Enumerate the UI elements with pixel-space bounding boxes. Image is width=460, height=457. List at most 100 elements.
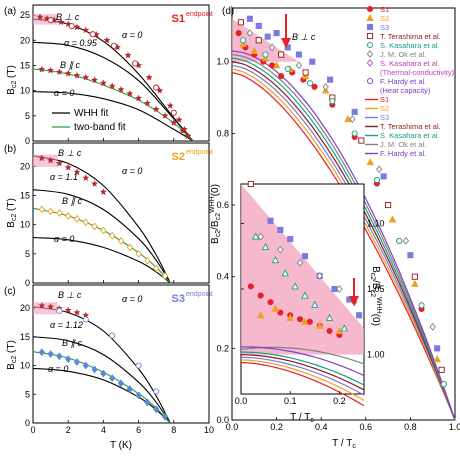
data-point	[257, 232, 264, 241]
data-point	[56, 352, 63, 361]
data-point	[315, 321, 324, 329]
x-tick-label: 6	[136, 425, 141, 435]
fit-curve-2	[32, 91, 194, 142]
panel-a-ann-perp: B ⊥ c	[56, 12, 80, 22]
legend-whh: WHH fit	[74, 108, 109, 119]
data-point	[91, 222, 98, 231]
data-point	[124, 51, 132, 59]
legend-label: J. M. Ok et al.	[380, 50, 426, 59]
panel-c-endpoint: endpoint	[186, 291, 213, 298]
data-point	[322, 82, 329, 91]
data-point	[47, 350, 54, 358]
data-point	[385, 201, 392, 209]
data-point	[255, 37, 262, 44]
y-tick-label: 20	[20, 303, 30, 313]
panel-d-arrow	[281, 14, 291, 48]
data-point	[380, 173, 387, 180]
data-point	[246, 15, 253, 22]
pink-region	[33, 302, 58, 315]
data-point	[38, 348, 45, 357]
panel-c-ann-par: B ∥ c	[62, 338, 83, 348]
panel-b-ann-alpha11: α = 1.1	[50, 172, 78, 182]
legend-label: S2	[380, 104, 389, 113]
panel-b-ann-alpha0-top: α = 0	[122, 166, 142, 176]
data-point	[286, 313, 294, 321]
data-point	[145, 73, 153, 81]
data-point	[311, 83, 318, 90]
data-point	[91, 365, 98, 374]
legend-marker	[366, 59, 374, 67]
legend-label: S3	[380, 23, 389, 32]
legend-label: J. M. Ok et al.	[380, 140, 426, 149]
data-point	[161, 272, 169, 280]
panel-a-ylabel: Bc2 (T)	[6, 65, 18, 95]
x-tick-label: 1.0	[449, 422, 460, 432]
inset-ylabel: Bc2/Bc2WHH(0)	[369, 266, 382, 326]
x-tick-label: 0.2	[270, 422, 283, 432]
panel-a-ann-alpha095: α = 0.95	[64, 38, 98, 48]
y-tick-label: 0.4	[216, 272, 229, 282]
data-point	[73, 308, 81, 316]
data-point	[247, 283, 254, 290]
data-point	[126, 89, 134, 97]
legend-label: F. Hardy et al.	[380, 149, 426, 158]
data-point	[91, 180, 99, 187]
panel-b-frame	[32, 142, 210, 284]
y-tick-label: 25	[20, 10, 30, 20]
data-point	[261, 54, 270, 62]
data-point	[301, 72, 310, 80]
data-point	[272, 61, 281, 69]
data-point	[250, 46, 259, 55]
data-point	[326, 327, 333, 335]
data-point	[273, 30, 280, 37]
two-band-curve-3	[231, 61, 456, 421]
data-point	[349, 115, 356, 123]
data-point	[237, 19, 244, 26]
data-point	[47, 303, 55, 310]
data-point	[144, 398, 151, 407]
data-point	[184, 132, 192, 140]
panel-d-ann-perp: B ⊥ c	[292, 32, 316, 42]
data-point	[261, 242, 270, 251]
fit-curve-1	[32, 41, 194, 142]
inset: 0.0 0.1 0.2 1.00 1.05 1.10 T / Tc Bc2/Bc2WHH(…	[235, 180, 385, 424]
panel-a-legend: WHH fit two-band fit	[52, 108, 126, 133]
data-point	[65, 212, 72, 220]
panel-d-frame	[231, 7, 456, 421]
data-point	[239, 39, 247, 47]
panel-c-ann-alpha112: α = 1.12	[50, 320, 83, 330]
panel-c-xlabel: T (K)	[110, 440, 132, 451]
data-point	[55, 68, 63, 76]
data-point	[433, 355, 441, 363]
x-tick-label: 0.0	[235, 396, 248, 406]
legend-marker	[366, 32, 374, 40]
legend-label: S3	[380, 113, 389, 122]
inset-arrow	[349, 278, 359, 306]
data-point	[388, 215, 397, 223]
data-point	[73, 214, 81, 223]
data-point	[407, 252, 414, 259]
data-point	[153, 84, 160, 91]
data-point	[429, 322, 436, 331]
data-point	[103, 36, 111, 44]
inset-curve-6	[240, 346, 365, 377]
legend-label: S2	[380, 14, 389, 23]
data-point	[47, 156, 55, 164]
data-point	[153, 388, 160, 395]
y-tick-label: 0.8	[216, 128, 229, 138]
data-point	[47, 207, 54, 216]
data-point	[153, 405, 160, 414]
data-point	[247, 180, 254, 188]
data-point	[82, 73, 90, 81]
panel-b-sample: S2	[172, 151, 185, 163]
fit-curve-0	[32, 306, 171, 424]
data-point	[64, 20, 72, 28]
data-point	[126, 243, 133, 252]
legend-marker	[366, 77, 374, 85]
legend-label: S. Kasahara et al.	[380, 41, 440, 50]
y-tick-label: 15	[20, 332, 30, 342]
data-point	[73, 168, 81, 176]
inset-curve-1	[240, 359, 365, 401]
panel-b-endpoint: endpoint	[186, 149, 213, 156]
